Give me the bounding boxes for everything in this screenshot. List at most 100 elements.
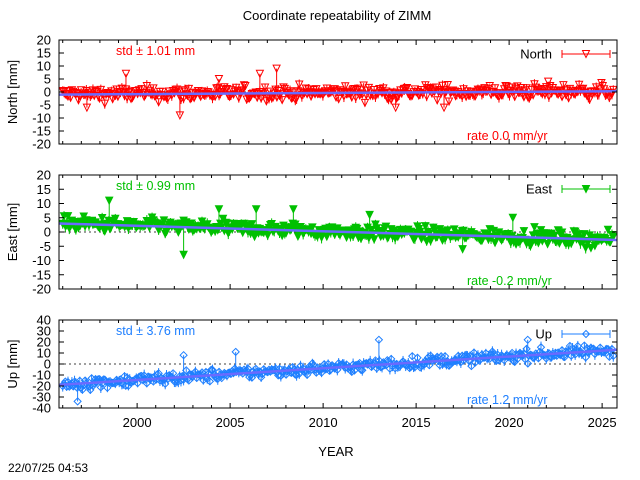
outlier-point [365,210,374,220]
x-tick-label: 2010 [309,415,338,430]
data-point [425,361,434,370]
outlier-point [104,196,114,206]
data-point [359,81,368,91]
data-point [599,85,609,94]
data-point [522,84,531,93]
data-point [149,84,158,94]
data-point [534,354,543,363]
data-point [358,366,367,375]
outlier-point [251,205,261,214]
data-point [432,96,442,105]
data-point [350,366,359,375]
data-point [277,96,287,105]
y-tick-label: -10 [32,111,51,126]
data-point [289,87,299,97]
data-point [360,98,370,108]
data-point [369,235,379,244]
data-point [263,231,273,240]
legend: North [520,47,611,62]
rate-label: rate -0.2 mm/yr [467,274,552,288]
data-point [218,214,228,224]
y-tick-label: -20 [32,137,51,152]
data-point [112,85,121,95]
data-point [84,382,94,391]
y-tick-label: 5 [44,72,51,87]
y-tick-label: 20 [37,33,51,48]
y-tick-label: 30 [37,324,51,339]
data-point [208,365,217,375]
data-point [340,82,350,91]
data-point [247,220,257,229]
x-tick-label: 2015 [402,415,431,430]
data-point [573,341,583,351]
data-point [530,223,539,232]
y-tick-label: 15 [37,46,51,61]
data-point [351,93,361,103]
data-point [421,222,430,231]
outlier-point [214,75,224,84]
data-point [120,91,129,101]
data-point [308,223,317,232]
data-point [142,82,152,91]
std-label: std ± 1.01 mm [116,44,195,58]
data-point [250,232,259,242]
data-point [523,359,533,368]
outlier-point [121,69,131,79]
data-point [557,228,567,238]
data-point [426,84,435,94]
data-point [527,85,537,95]
data-point [608,85,618,95]
data-point [490,84,500,93]
y-tick-label: 40 [37,313,51,328]
y-tick-label: -30 [32,390,51,405]
outlier-point [214,205,224,214]
y-tick-label: -5 [39,98,51,113]
outlier-point [231,347,240,357]
data-point [564,94,573,103]
data-point [603,225,613,235]
data-point [350,84,359,94]
data-point [184,376,194,385]
data-point [97,214,107,223]
data-point [609,351,618,361]
outlier-point [458,245,467,254]
data-point [330,85,340,94]
data-point [293,87,303,96]
y-tick-label: 10 [37,346,51,361]
data-point [526,241,535,251]
data-point [110,91,120,101]
data-point [78,385,87,394]
outlier-point [543,77,553,87]
data-point [107,87,116,97]
data-point [549,231,559,241]
y-tick-label: 15 [37,182,51,197]
y-tick-label: -10 [32,368,51,383]
trend-line [58,89,618,96]
legend-marker [581,50,591,59]
data-point [490,238,500,248]
data-point [431,83,441,93]
trend-line [58,348,618,387]
legend-marker [581,329,591,339]
y-tick-label: -10 [32,253,51,268]
data-point [322,232,332,242]
x-tick-label: 2005 [216,415,245,430]
data-point [222,219,232,229]
legend: Up [535,327,611,342]
data-point [522,344,531,354]
legend-label: North [520,47,552,62]
outlier-point [179,350,188,360]
trend-line [58,222,618,242]
data-point [557,92,567,102]
x-axis-label: YEAR [318,444,353,459]
outlier-point [391,103,400,113]
data-point [63,212,73,221]
data-point [581,353,590,362]
data-point [294,80,304,90]
data-point [555,239,564,248]
legend-marker [581,185,591,194]
rate-label: rate 1.2 mm/yr [467,393,548,407]
data-point [449,225,459,234]
rate-label: rate 0.0 mm/yr [467,129,548,143]
